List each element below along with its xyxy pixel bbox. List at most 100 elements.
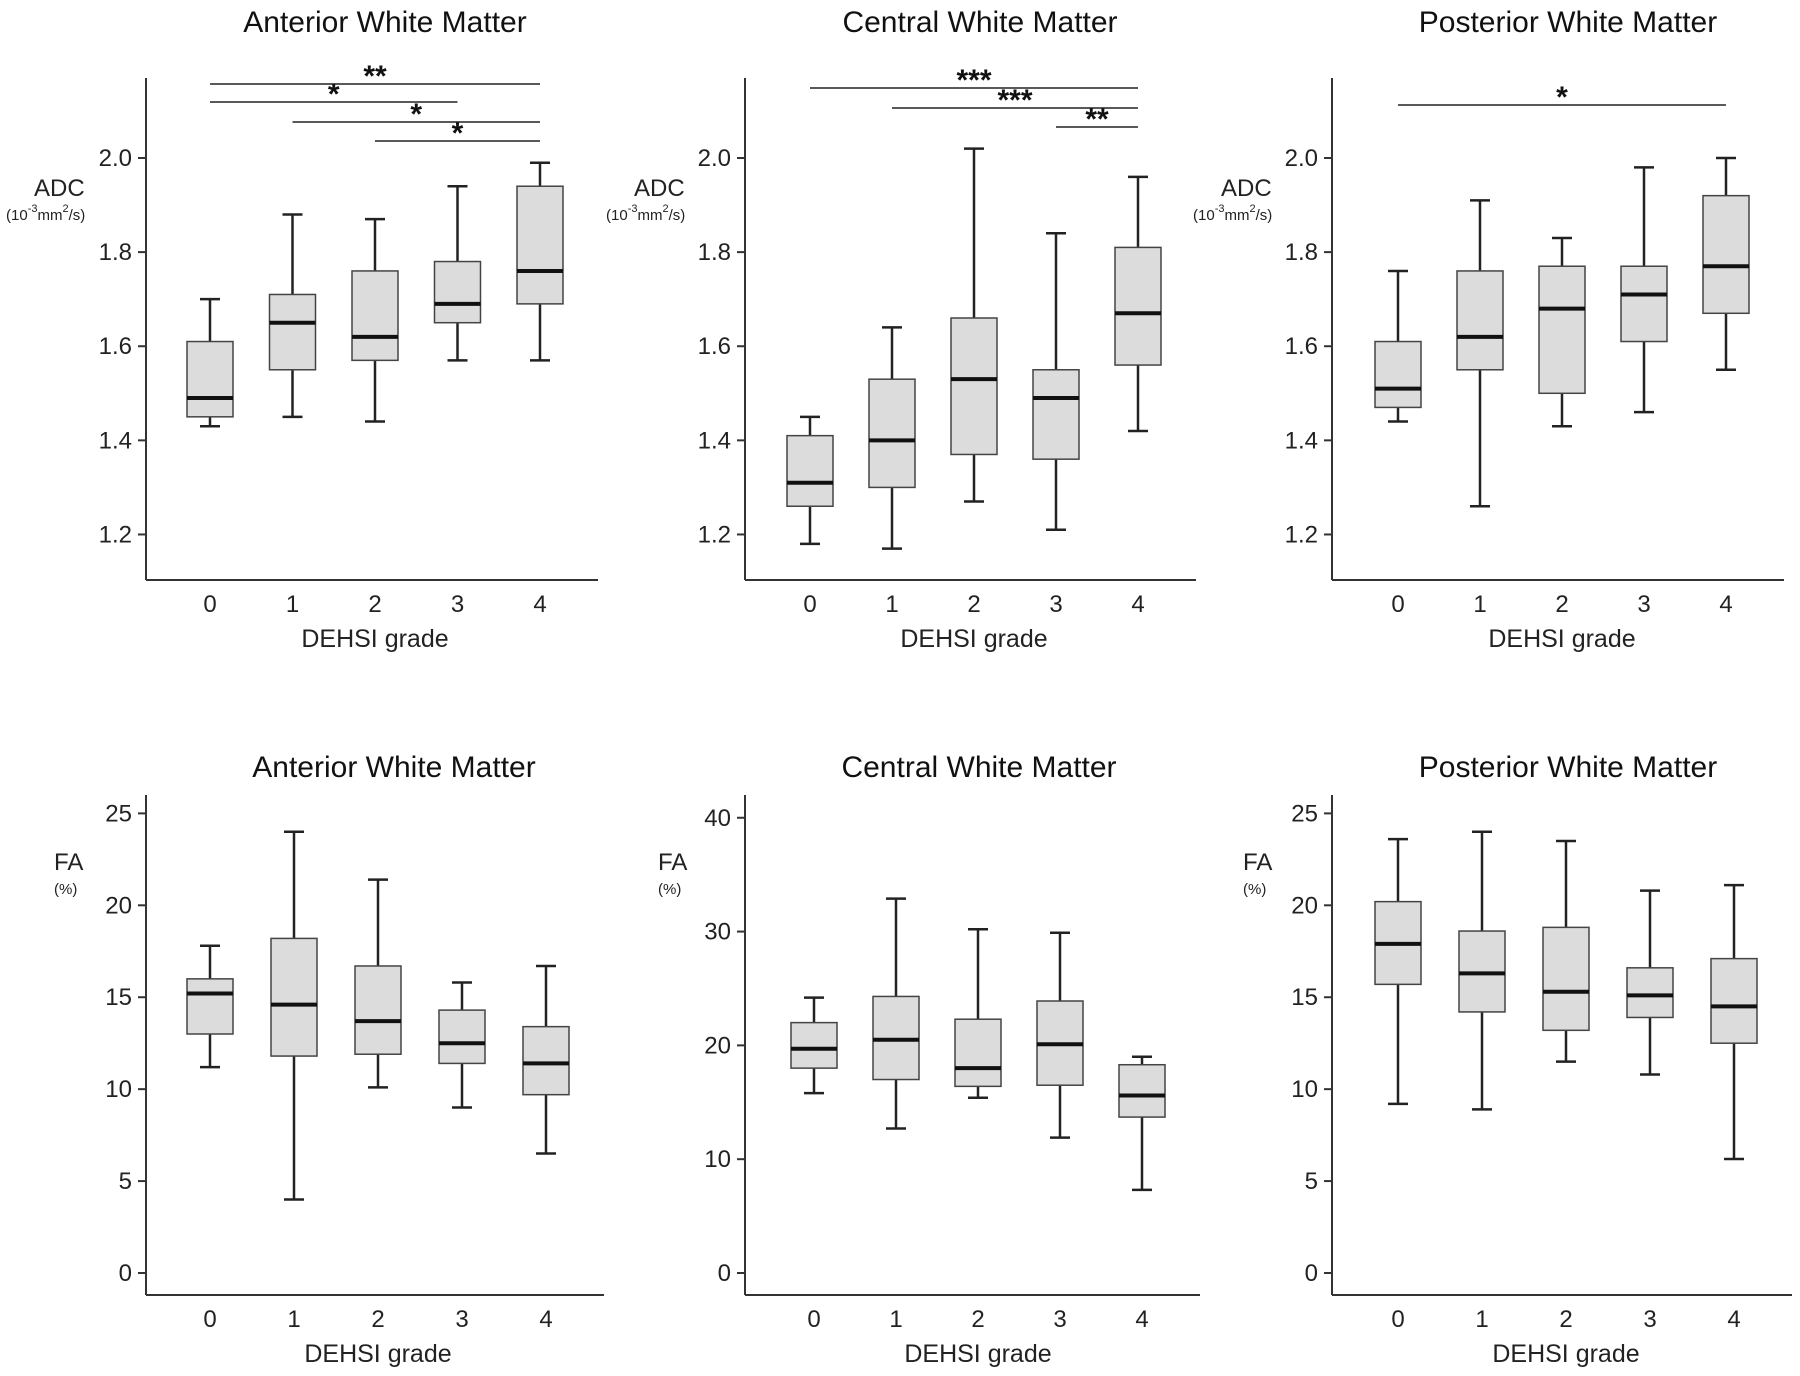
x-tick-label: 0: [1391, 1306, 1404, 1333]
box-grade-2: [351, 217, 399, 423]
x-tick-label: 2: [1555, 591, 1568, 618]
significance-label: ***: [997, 84, 1032, 117]
significance-label: ***: [956, 64, 991, 97]
iqr-box: [522, 1025, 570, 1096]
x-tick-label: 2: [967, 591, 980, 618]
iqr-box: [1456, 270, 1504, 371]
box-grade-3: [1620, 166, 1668, 414]
iqr-box: [354, 965, 402, 1055]
y-tick-label: 1.6: [99, 333, 132, 360]
y-tick-label: 25: [105, 800, 132, 827]
y-axis-label: FA: [1243, 849, 1272, 876]
x-tick-label: 2: [368, 591, 381, 618]
y-tick-label: 30: [704, 919, 731, 946]
y-tick-label: 5: [1305, 1168, 1318, 1195]
y-tick-label: 10: [704, 1146, 731, 1173]
box-grade-4: [1702, 156, 1750, 372]
x-tick-label: 3: [1643, 1306, 1656, 1333]
box-grade-4: [1114, 175, 1162, 433]
y-axis-unit: (10-3mm2/s): [606, 203, 685, 224]
box-grade-1: [1458, 830, 1506, 1111]
x-tick-label: 0: [803, 591, 816, 618]
box-grade-2: [1542, 839, 1590, 1063]
significance-label: *: [452, 117, 464, 150]
box-grade-4: [1118, 1055, 1166, 1192]
iqr-box: [1114, 246, 1162, 366]
box-grade-1: [268, 213, 317, 419]
chart-panel-6: Posterior White Matter 0 5 10 15 20 25 FA (%) 0 1 2…: [1243, 751, 1792, 1368]
iqr-box: [186, 978, 234, 1035]
box-grade-2: [354, 878, 402, 1089]
box-grade-3: [1626, 889, 1674, 1076]
y-axis-unit: (%): [1243, 881, 1266, 898]
box-grade-0: [1374, 269, 1422, 423]
box-grade-0: [790, 996, 838, 1095]
y-tick-label: 20: [704, 1032, 731, 1059]
box-grade-0: [786, 415, 834, 546]
chart-title: Posterior White Matter: [1419, 751, 1717, 784]
box-grade-3: [433, 184, 482, 362]
chart-panel-3: Posterior White Matter 1.2 1.4 1.6 1.8 2.0 ADC…: [1193, 6, 1784, 653]
y-axis-label: FA: [658, 849, 687, 876]
y-tick-label: 0: [119, 1260, 132, 1287]
y-tick-label: 0: [1305, 1260, 1318, 1287]
x-tick-label: 3: [1637, 591, 1650, 618]
chart-panel-5: Central White Matter 0 10 20 30 40 FA (%) 0 1 2 3 4 D…: [658, 751, 1200, 1368]
y-axis-label: ADC: [634, 175, 685, 202]
y-tick-label: 1.6: [698, 333, 731, 360]
x-tick-label: 1: [1473, 591, 1486, 618]
y-tick-label: 2.0: [698, 145, 731, 172]
box-grade-1: [868, 326, 916, 550]
x-tick-label: 4: [1719, 591, 1732, 618]
box-grade-0: [186, 297, 234, 428]
iqr-box: [950, 317, 998, 456]
y-tick-label: 40: [704, 805, 731, 832]
iqr-box: [438, 1009, 486, 1065]
box-grade-3: [1036, 931, 1084, 1139]
significance-label: *: [328, 78, 340, 111]
iqr-box: [1710, 957, 1758, 1044]
y-tick-label: 25: [1291, 800, 1318, 827]
iqr-box: [268, 293, 317, 371]
y-axis-unit: (10-3mm2/s): [1193, 203, 1272, 224]
chart-title: Anterior White Matter: [252, 751, 535, 784]
chart-title: Posterior White Matter: [1419, 6, 1717, 39]
x-tick-label: 1: [286, 591, 299, 618]
chart-panel-2: Central White Matter 1.2 1.4 1.6 1.8 2.0 ADC(1…: [606, 6, 1196, 653]
y-axis-label: ADC: [34, 175, 85, 202]
box-grade-3: [1032, 232, 1080, 532]
iqr-box: [786, 434, 834, 507]
y-axis-label: FA: [54, 849, 83, 876]
iqr-box: [1374, 340, 1422, 409]
iqr-box: [1626, 967, 1674, 1019]
significance-label: *: [1556, 81, 1568, 114]
x-tick-label: 3: [455, 1306, 468, 1333]
x-axis-label: DEHSI grade: [904, 1340, 1051, 1368]
iqr-box: [1620, 265, 1668, 343]
x-tick-label: 1: [287, 1306, 300, 1333]
y-tick-label: 1.4: [698, 427, 731, 454]
iqr-box: [1538, 265, 1586, 395]
y-tick-label: 10: [105, 1076, 132, 1103]
box-grade-3: [438, 981, 486, 1109]
x-tick-label: 4: [1727, 1306, 1740, 1333]
chart-panel-4: Anterior White Matter 0 5 10 15 20 25 FA (%) 0 1 2 3…: [54, 751, 604, 1368]
chart-title: Central White Matter: [842, 6, 1117, 39]
x-tick-label: 1: [889, 1306, 902, 1333]
x-tick-label: 3: [1053, 1306, 1066, 1333]
y-tick-label: 1.8: [698, 239, 731, 266]
y-tick-label: 15: [1291, 984, 1318, 1011]
x-tick-label: 3: [1049, 591, 1062, 618]
iqr-box: [270, 937, 318, 1057]
y-tick-label: 2.0: [99, 145, 132, 172]
x-tick-label: 4: [1135, 1306, 1148, 1333]
significance-label: *: [410, 98, 422, 131]
x-tick-label: 0: [203, 1306, 216, 1333]
box-grade-4: [1710, 883, 1758, 1161]
box-grade-1: [872, 897, 920, 1130]
y-tick-label: 1.4: [1285, 427, 1318, 454]
iqr-box: [790, 1021, 838, 1069]
y-tick-label: 1.6: [1285, 333, 1318, 360]
iqr-box: [1702, 194, 1750, 315]
x-tick-label: 4: [539, 1306, 552, 1333]
